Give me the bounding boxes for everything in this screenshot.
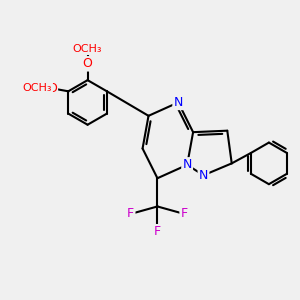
Text: N: N bbox=[182, 158, 192, 171]
Text: N: N bbox=[173, 96, 183, 109]
Text: N: N bbox=[199, 169, 208, 182]
Text: O: O bbox=[82, 57, 92, 70]
Text: OCH₃: OCH₃ bbox=[73, 44, 102, 54]
Text: OCH₃: OCH₃ bbox=[22, 83, 52, 93]
Text: F: F bbox=[181, 207, 188, 220]
Text: F: F bbox=[127, 207, 134, 220]
Text: O: O bbox=[47, 82, 57, 95]
Text: F: F bbox=[154, 225, 161, 238]
